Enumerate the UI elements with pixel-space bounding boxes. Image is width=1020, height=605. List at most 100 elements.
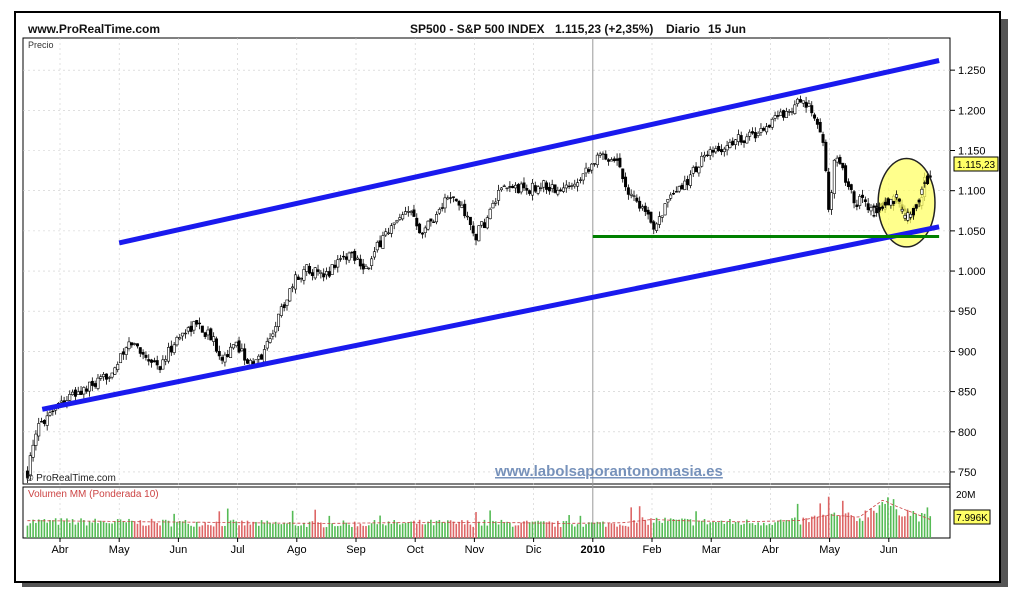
candle-body	[632, 195, 636, 197]
volume-bar	[455, 523, 458, 538]
volume-bar	[777, 520, 779, 538]
y-tick-label: 900	[958, 346, 976, 358]
volume-bar	[193, 526, 195, 538]
candle-body	[556, 190, 560, 195]
candle-body	[753, 132, 757, 139]
volume-bar	[308, 521, 311, 538]
candle-body	[262, 349, 266, 363]
candle-body	[429, 218, 433, 222]
candle-body	[542, 180, 546, 188]
candle-body	[911, 207, 915, 216]
candle-body	[765, 126, 769, 133]
candle-body	[387, 232, 391, 235]
volume-bar	[624, 525, 627, 538]
candle-body	[516, 184, 520, 194]
candle-body	[646, 209, 650, 215]
volume-bar	[638, 506, 641, 538]
volume-bar	[621, 525, 624, 538]
x-tick-label: Oct	[407, 544, 424, 556]
volume-bar	[483, 519, 486, 538]
candle-body	[553, 184, 557, 193]
volume-bar	[619, 524, 621, 538]
volume-bar	[351, 526, 353, 538]
y-tick-label: 1.000	[958, 266, 986, 278]
volume-bar	[813, 515, 816, 538]
candle-body	[657, 216, 661, 225]
candle-body	[841, 162, 845, 169]
copyright-label: © ProRealTime.com	[26, 473, 116, 484]
volume-bar	[410, 521, 412, 538]
last-price-tag: 1.115,23	[957, 160, 996, 171]
volume-bar	[382, 524, 384, 538]
volume-bar	[500, 519, 503, 538]
candle-body	[790, 111, 794, 113]
volume-bar	[88, 521, 91, 538]
candle-body	[206, 329, 210, 336]
candle-body	[296, 276, 300, 280]
candle-body	[268, 338, 272, 343]
volume-bar	[314, 509, 317, 538]
volume-bar	[906, 509, 909, 538]
volume-bar	[717, 522, 720, 538]
volume-bar	[602, 521, 604, 538]
volume-bar	[94, 518, 96, 538]
volume-bar	[585, 524, 587, 538]
volume-bar	[703, 518, 706, 538]
candle-body	[660, 215, 664, 218]
candle-body	[708, 149, 712, 156]
volume-bar	[359, 523, 362, 538]
x-tick-label: Jun	[880, 544, 898, 556]
candle-body	[212, 336, 216, 342]
candle-body	[102, 374, 106, 378]
candle-body	[440, 207, 444, 209]
volume-bar	[384, 525, 387, 538]
candle-body	[443, 197, 447, 209]
candle-body	[88, 381, 92, 392]
candle-body	[624, 176, 628, 188]
candle-body	[189, 325, 193, 332]
last-price-tag-box	[953, 156, 999, 172]
volume-bar	[545, 522, 548, 538]
volume-bar	[46, 522, 48, 538]
volume-bar	[215, 521, 218, 538]
volume-bar	[212, 526, 215, 538]
volume-bar	[884, 503, 886, 538]
candle-body	[237, 340, 241, 353]
volume-bar	[297, 526, 300, 538]
candle-body	[892, 201, 896, 204]
candle-body	[787, 111, 791, 113]
volume-bar	[853, 517, 855, 538]
volume-bar	[678, 519, 680, 538]
candle-body	[181, 332, 185, 337]
candle-body	[42, 419, 46, 424]
x-tick-label: 2010	[581, 544, 605, 556]
volume-bar	[878, 505, 881, 538]
volume-bar	[664, 517, 666, 538]
volume-bar	[808, 522, 810, 538]
candle-body	[609, 159, 613, 162]
candle-body	[705, 154, 709, 157]
candle-body	[367, 267, 371, 270]
candle-body	[265, 341, 269, 349]
volume-bar	[345, 522, 348, 538]
volume-bar	[432, 525, 435, 538]
volume-bar	[571, 524, 573, 538]
candle-body	[807, 103, 811, 107]
volume-bar	[322, 527, 325, 538]
candle-body	[71, 391, 75, 395]
volume-bar	[726, 521, 728, 538]
volume-bar	[582, 526, 585, 538]
candle-body	[528, 190, 532, 194]
candle-body	[762, 127, 766, 131]
volume-bar	[80, 518, 82, 538]
candle-body	[152, 360, 156, 363]
candle-body	[502, 185, 506, 188]
candle-body	[229, 346, 233, 358]
candle-body	[694, 166, 698, 173]
volume-bar	[116, 519, 119, 538]
last-volume-tag: 7.996K	[956, 513, 988, 524]
volume-panel-label: Volumen MM (Ponderada 10)	[28, 489, 159, 500]
volume-bar	[819, 503, 822, 538]
candle-body	[714, 148, 718, 153]
volume-bar	[920, 512, 923, 538]
